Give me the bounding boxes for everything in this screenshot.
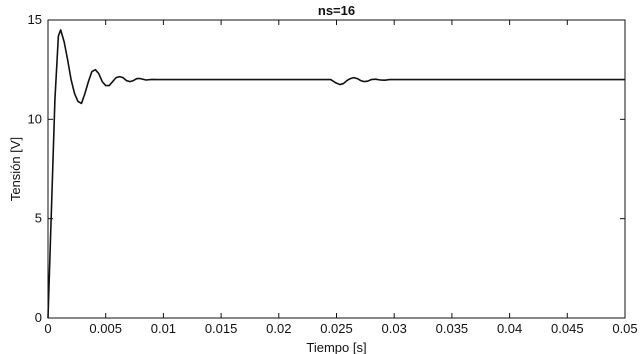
x-tick-label: 0.04 — [497, 321, 522, 336]
y-tick-label: 15 — [28, 12, 42, 27]
x-tick-label: 0.045 — [551, 321, 584, 336]
x-tick-label: 0.005 — [89, 321, 122, 336]
x-tick-label: 0.05 — [612, 321, 637, 336]
y-tick-label: 0 — [35, 310, 42, 325]
series-group — [47, 29, 625, 319]
x-tick-label: 0.015 — [205, 321, 238, 336]
x-tick-label: 0.03 — [382, 321, 407, 336]
plot-area — [47, 19, 626, 319]
chart-title: ns=16 — [318, 3, 355, 18]
x-tick-label: 0.01 — [151, 321, 176, 336]
y-tick-label: 10 — [28, 111, 42, 126]
y-tick-label: 5 — [35, 211, 42, 226]
x-tick-label: 0.02 — [266, 321, 291, 336]
x-axis-label: Tiempo [s] — [306, 340, 366, 354]
series-line — [47, 29, 625, 319]
x-tick-label: 0 — [44, 321, 51, 336]
y-axis-label: Tensión [V] — [8, 137, 23, 201]
x-tick-label: 0.035 — [436, 321, 469, 336]
x-tick-label: 0.025 — [320, 321, 353, 336]
axis-ticks: 0 0.005 0.01 0.015 0.02 0.025 0.03 0.035 0.04 0.0… — [28, 12, 638, 336]
